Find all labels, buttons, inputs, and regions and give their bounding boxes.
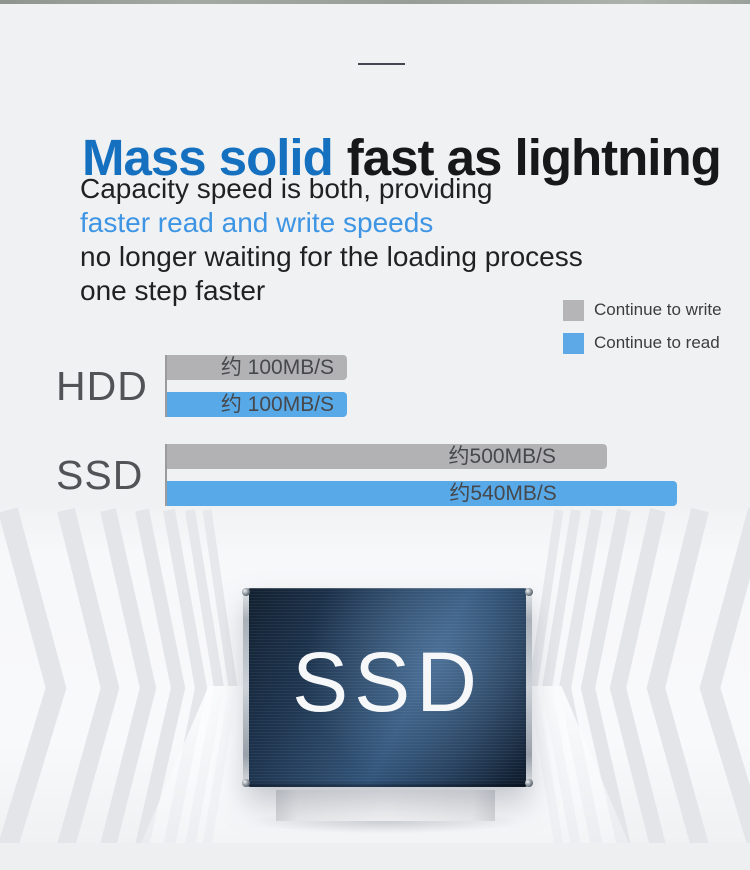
bars-ssd: 约500MB/S 约540MB/S [165,444,692,506]
bar-value-label: 约500MB/S [448,445,556,468]
display-pedestal [276,789,495,821]
bar-value-label: 约540MB/S [449,482,557,505]
bar-ssd-read: 约540MB/S [167,481,677,506]
page-title: Mass solid fast as lightning [82,128,722,188]
intro-line-4: one step faster [80,275,266,306]
legend-label-write: Continue to write [594,300,722,319]
corner-screw-icon [242,779,250,787]
top-strip [0,0,750,4]
legend-swatch-read-icon [563,332,584,354]
bars-hdd: 约 100MB/S 约 100MB/S [165,355,692,417]
intro-line-2: faster read and write speeds [80,207,434,238]
chart-group-ssd: SSD 约500MB/S 约540MB/S [0,444,750,506]
bottom-band [0,843,750,870]
category-label-ssd: SSD [56,451,144,498]
bar-hdd-write: 约 100MB/S [167,355,348,380]
legend-item-read: Continue to read [563,332,722,354]
bar-hdd-read: 约 100MB/S [167,392,348,417]
legend-item-write: Continue to write [563,299,722,321]
ssd-product-image: SSD [242,588,533,787]
speed-chart: HDD 约 100MB/S 约 100MB/S SSD 约500MB/S 约540MB/S [0,355,750,533]
corner-screw-icon [525,588,533,596]
legend-swatch-write-icon [563,299,584,321]
bar-value-label: 约 100MB/S [220,393,335,416]
bar-ssd-write: 约500MB/S [167,444,607,469]
intro-text: Capacity speed is both, providing faster… [80,172,583,308]
title-rest: fast as lightning [346,129,722,187]
chart-group-hdd: HDD 约 100MB/S 约 100MB/S [0,355,750,417]
ssd-product-label: SSD [292,635,483,729]
section-divider-line [358,63,405,65]
corner-screw-icon [242,588,250,596]
bar-value-label: 约 100MB/S [220,356,335,379]
title-highlight: Mass solid [82,129,334,187]
intro-line-1: Capacity speed is both, providing [80,173,493,204]
corner-screw-icon [525,779,533,787]
chart-legend: Continue to write Continue to read [563,299,722,365]
legend-label-read: Continue to read [594,333,720,352]
category-label-hdd: HDD [56,362,148,409]
product-showcase: SSD [0,508,750,846]
intro-line-3: no longer waiting for the loading proces… [80,241,583,272]
